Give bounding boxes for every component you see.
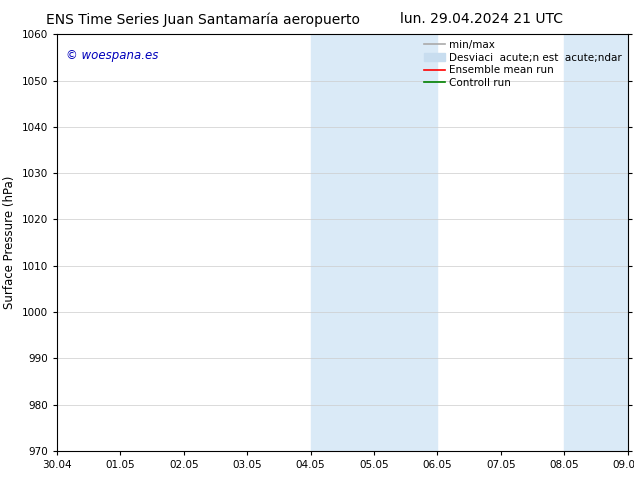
Y-axis label: Surface Pressure (hPa): Surface Pressure (hPa) — [3, 176, 16, 309]
Bar — [564, 34, 628, 451]
Text: lun. 29.04.2024 21 UTC: lun. 29.04.2024 21 UTC — [400, 12, 564, 26]
Legend: min/max, Desviaci  acute;n est  acute;ndar, Ensemble mean run, Controll run: min/max, Desviaci acute;n est acute;ndar… — [420, 36, 626, 92]
Text: © woespana.es: © woespana.es — [66, 49, 158, 62]
Text: ENS Time Series Juan Santamaría aeropuerto: ENS Time Series Juan Santamaría aeropuer… — [46, 12, 360, 27]
Bar — [311, 34, 437, 451]
